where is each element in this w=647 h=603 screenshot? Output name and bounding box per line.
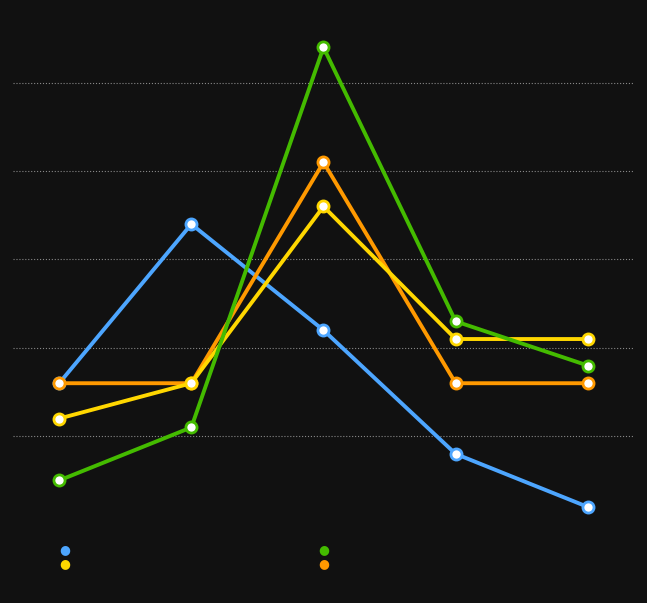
Text: ●: ● — [60, 557, 70, 570]
Text: ●: ● — [318, 543, 329, 557]
Text: ●: ● — [60, 543, 70, 557]
Text: ●: ● — [318, 557, 329, 570]
